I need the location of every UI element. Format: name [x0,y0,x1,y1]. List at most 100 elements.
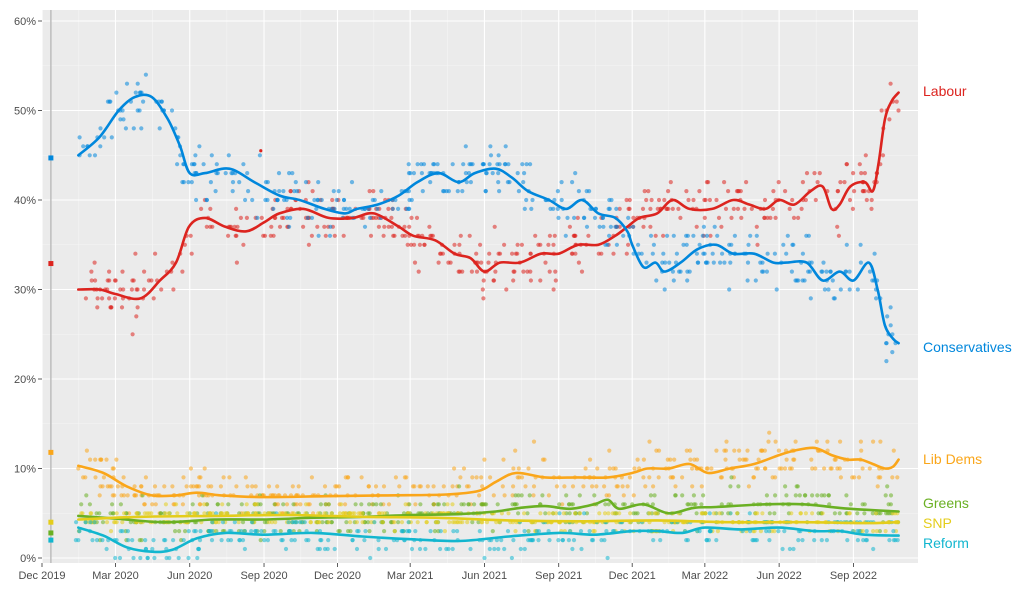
poll-point-labour [804,171,810,176]
poll-point-lib-dems [474,475,479,480]
poll-point-labour [234,206,239,211]
poll-point-reform [163,538,168,543]
poll-point-labour [170,260,175,265]
trend-line-labour [77,91,900,301]
poll-point-conservatives [404,206,409,211]
poll-point-labour [546,242,551,247]
poll-point-conservatives [774,287,779,292]
poll-point-reform [195,555,200,561]
poll-point-reform [125,529,130,534]
poll-point-reform [707,511,712,516]
plot-panel [42,10,918,563]
poll-point-snp [403,502,408,507]
poll-point-lib-dems [858,439,864,444]
poll-point-conservatives [362,224,368,229]
poll-point-labour [666,206,671,211]
poll-point-lib-dems [275,484,280,489]
poll-point-lib-dems [680,475,685,480]
poll-point-lib-dems [625,484,630,489]
poll-point-greens [577,493,582,498]
poll-point-labour [716,215,722,220]
poll-point-labour [238,215,243,220]
poll-point-greens [764,493,770,498]
poll-point-conservatives [844,242,849,247]
poll-point-conservatives [241,162,246,167]
poll-point-reform [767,529,772,534]
poll-point-labour [149,278,154,283]
poll-point-snp [499,511,504,516]
election-result-markers [48,155,54,543]
poll-point-lib-dems [602,484,607,489]
poll-point-labour [790,197,795,203]
poll-point-conservatives [347,206,352,211]
poll-point-lib-dems [613,466,618,471]
poll-point-snp [166,511,171,516]
poll-point-labour [641,224,646,229]
poll-point-reform [556,538,561,543]
poll-point-conservatives [102,135,107,140]
poll-point-conservatives [800,251,806,256]
poll-point-lib-dems [206,484,211,489]
poll-point-lib-dems [890,475,895,480]
poll-point-reform [800,538,805,543]
poll-point-lib-dems [665,457,670,462]
poll-point-conservatives [847,287,852,292]
poll-point-conservatives [432,162,437,167]
poll-point-labour [142,269,147,274]
poll-point-labour [486,260,491,265]
poll-point-greens [374,502,379,507]
poll-point-greens [79,502,84,507]
poll-point-labour [719,224,724,229]
poll-point-labour [330,197,335,203]
poll-point-reform [354,546,360,552]
poll-point-conservatives [230,180,236,185]
poll-point-lib-dems [859,448,864,453]
poll-point-snp [447,520,452,525]
poll-point-labour [107,296,112,301]
poll-point-lib-dems [93,475,98,480]
poll-point-reform [242,529,247,534]
poll-point-labour [836,233,842,238]
poll-point-reform [707,529,713,534]
poll-point-lib-dems [198,475,203,480]
poll-point-conservatives [559,180,564,185]
poll-point-labour [416,269,421,274]
poll-point-conservatives [245,171,250,176]
poll-point-lib-dems [98,457,103,462]
poll-point-greens [177,529,182,534]
poll-point-lib-dems [97,493,102,498]
poll-point-labour [402,224,407,229]
poll-point-labour [869,197,874,203]
poll-point-snp [163,502,168,507]
poll-point-conservatives [639,251,644,256]
poll-point-conservatives [139,126,144,131]
poll-point-labour [301,224,306,229]
poll-point-reform [74,520,79,525]
poll-point-labour [108,305,113,310]
poll-point-lib-dems [488,475,493,480]
poll-point-conservatives [334,197,339,203]
poll-point-conservatives [584,189,589,194]
poll-point-reform [192,529,197,534]
poll-point-reform [145,555,150,561]
poll-point-labour [800,180,806,185]
poll-point-reform [407,529,412,534]
poll-point-conservatives [704,260,709,265]
y-tick-label: 30% [14,285,36,297]
poll-point-labour [417,242,422,247]
poll-point-reform [796,538,801,543]
poll-point-lib-dems [737,457,742,462]
poll-point-snp [450,502,455,507]
poll-point-conservatives [135,108,140,113]
poll-point-conservatives [490,171,495,176]
poll-point-labour [412,242,417,247]
poll-point-lib-dems [891,448,896,453]
poll-point-labour [626,206,631,211]
poll-point-labour [504,287,509,292]
poll-point-conservatives [681,242,686,247]
poll-point-reform [287,529,292,534]
poll-point-reform [505,529,511,534]
poll-point-greens [513,502,518,507]
poll-point-labour [755,242,760,247]
poll-point-snp [175,511,180,516]
